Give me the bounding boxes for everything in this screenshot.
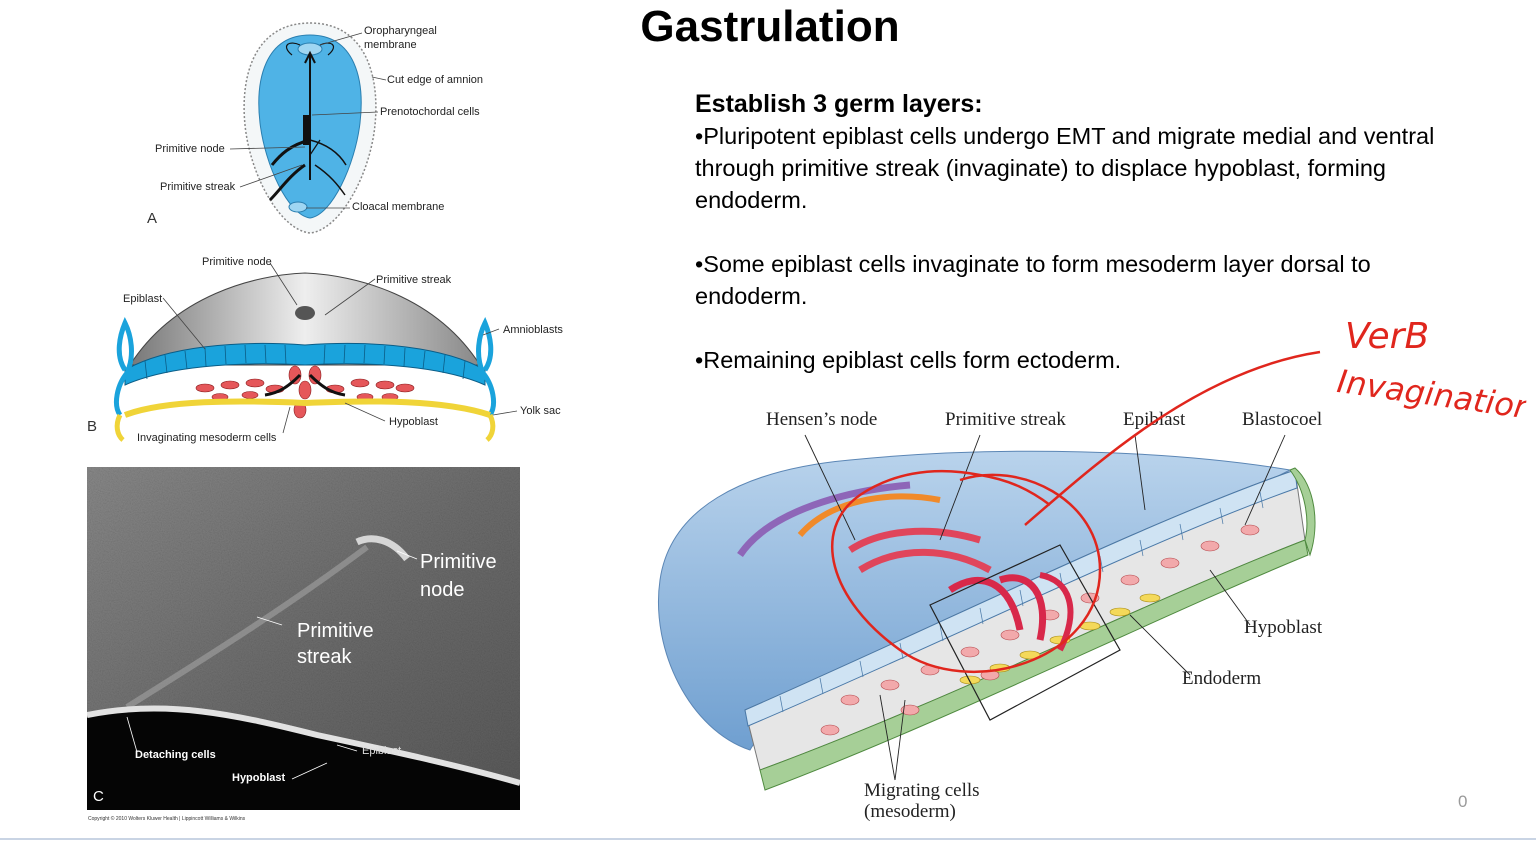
label-prenotochordal: Prenotochordal cells <box>380 106 480 118</box>
label-c-hypoblast: Hypoblast <box>232 772 286 784</box>
label-d-migrating-2: (mesoderm) <box>864 801 956 822</box>
copyright-text: Copyright © 2010 Wolters Kluwer Health |… <box>88 816 246 822</box>
bullet-3: •Remaining epiblast cells form ectoderm. <box>695 347 1122 373</box>
bullet-2: •Some epiblast cells invaginate to form … <box>695 251 1371 309</box>
annotation-verb: VerB <box>1345 316 1430 357</box>
label-cloacal: Cloacal membrane <box>352 201 445 213</box>
label-d-hypoblast: Hypoblast <box>1244 617 1323 638</box>
label-c-primitive-node-1: Primitive <box>420 551 497 573</box>
label-b-invaginating: Invaginating mesoderm cells <box>137 432 277 444</box>
bullet-1: •Pluripotent epiblast cells undergo EMT … <box>695 123 1435 213</box>
panel-letter-c: C <box>93 788 104 805</box>
label-d-migrating-1: Migrating cells <box>864 780 980 801</box>
label-d-endoderm: Endoderm <box>1182 668 1262 689</box>
label-d-epiblast: Epiblast <box>1123 409 1186 430</box>
label-b-epiblast: Epiblast <box>123 293 163 305</box>
label-b-primitive-streak: Primitive streak <box>376 274 452 286</box>
bottom-rule <box>0 838 1536 840</box>
label-b-yolk-sac: Yolk sac <box>520 405 561 417</box>
label-b-primitive-node: Primitive node <box>202 256 272 268</box>
slide-title: Gastrulation <box>640 2 900 51</box>
annotation-drawing <box>831 350 1321 673</box>
label-d-blastocoel: Blastocoel <box>1242 409 1323 430</box>
label-d-primitive-streak: Primitive streak <box>945 409 1066 430</box>
label-membrane: membrane <box>364 39 417 51</box>
figure-c-sem-micrograph <box>87 467 520 810</box>
panel-letter-a: A <box>147 210 158 227</box>
label-oropharyngeal: Oropharyngeal <box>364 25 437 37</box>
label-a-primitive-node: Primitive node <box>155 143 225 155</box>
label-c-epiblast: Epiblast <box>362 745 402 757</box>
panel-letter-b: B <box>87 418 98 435</box>
figure-a-disc-diagram <box>229 22 387 234</box>
label-c-primitive-streak-2: streak <box>297 646 352 668</box>
label-a-primitive-streak: Primitive streak <box>160 181 236 193</box>
label-b-amnioblasts: Amnioblasts <box>503 324 563 336</box>
label-cut-edge: Cut edge of amnion <box>387 74 484 86</box>
text-block: Establish 3 germ layers: •Pluripotent ep… <box>695 88 1455 376</box>
figure-b-cross-section <box>114 262 518 442</box>
text-heading: Establish 3 germ layers: <box>695 90 983 118</box>
label-c-primitive-streak-1: Primitive <box>297 620 374 642</box>
label-d-hensens-node: Hensen’s node <box>766 409 878 430</box>
label-c-detaching: Detaching cells <box>135 749 216 761</box>
figure-d-gastrulation-3d <box>658 434 1316 791</box>
label-c-primitive-node-2: node <box>420 579 465 601</box>
page-number: 0 <box>1458 792 1468 811</box>
label-b-hypoblast: Hypoblast <box>389 416 438 428</box>
